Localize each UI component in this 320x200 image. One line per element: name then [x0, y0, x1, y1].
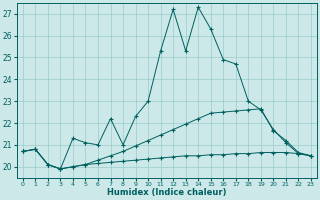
X-axis label: Humidex (Indice chaleur): Humidex (Indice chaleur)	[107, 188, 227, 197]
